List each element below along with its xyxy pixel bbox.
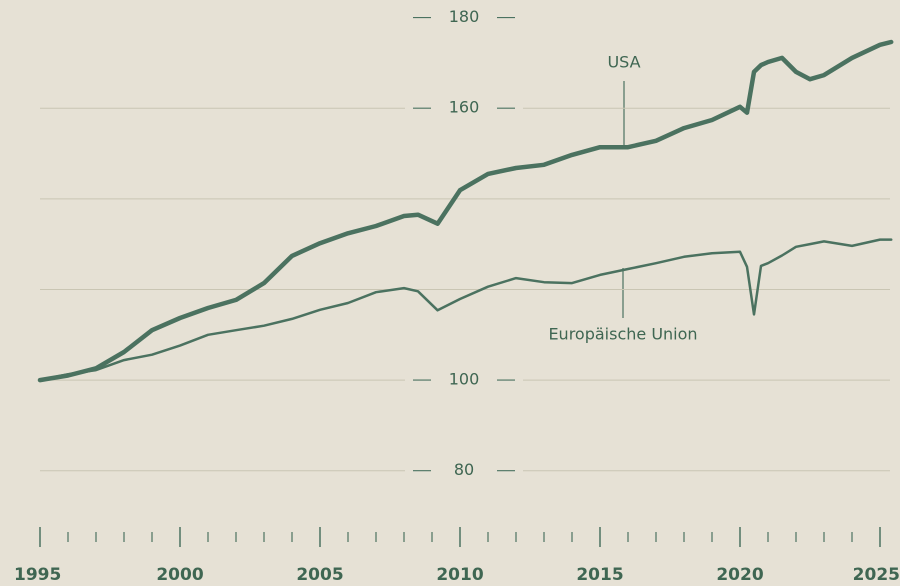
series-line [38, 238, 893, 382]
x-tick-label: 2025 [853, 565, 900, 585]
y-tick-label: 180 [449, 7, 480, 26]
y-tick-label: 80 [454, 460, 474, 479]
x-tick-label: 1995 [14, 565, 61, 585]
x-tick-label: 2015 [576, 565, 623, 585]
series-label: Europäische Union [548, 325, 697, 344]
x-tick-label: 2005 [296, 565, 343, 585]
x-tick-label: 2010 [436, 565, 483, 585]
x-tick-label: 2000 [156, 565, 203, 585]
y-tick-label: 100 [449, 370, 480, 389]
x-tick-label: 2020 [716, 565, 763, 585]
series-line [37, 39, 894, 383]
series-label: USA [607, 53, 640, 72]
y-tick-label: 160 [449, 98, 480, 117]
